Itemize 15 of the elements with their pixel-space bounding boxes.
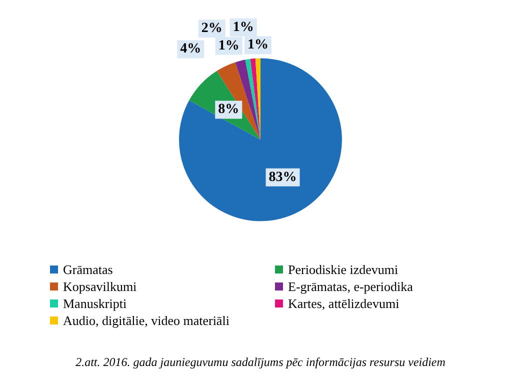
data-label: 83% <box>268 170 297 185</box>
legend-label: Manuskripti <box>63 296 127 311</box>
data-label: 1% <box>218 38 240 54</box>
data-label: 4% <box>180 42 202 57</box>
data-label: 1% <box>232 20 254 35</box>
data-label: 2% <box>201 21 222 36</box>
legend-label: Audio, digitālie, video materiāli <box>63 313 230 328</box>
legend-label: E-grāmatas, e-periodika <box>288 279 414 294</box>
text: 2.att. 2016. gada jaunieguvumu sadalījums pēc informācijas resursu veidiem <box>76 355 446 369</box>
legend-label: Grāmatas <box>63 262 113 277</box>
legend-label: Kopsavilkumi <box>63 279 138 294</box>
legend-label: Periodiskie izdevumi <box>288 262 399 277</box>
legend-label: Kartes, attēlizdevumi <box>288 296 400 311</box>
data-label: 1% <box>247 38 268 53</box>
data-label: 8% <box>218 102 240 118</box>
